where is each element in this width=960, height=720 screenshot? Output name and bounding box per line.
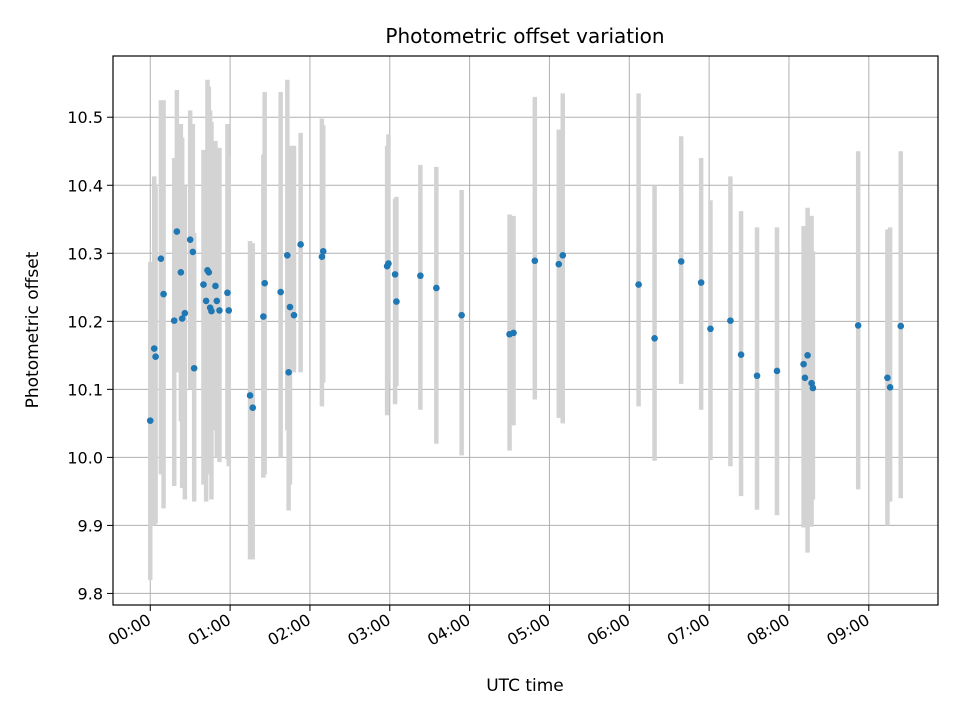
plot-frame xyxy=(112,55,939,606)
y-tick-label: 10.3 xyxy=(67,244,103,263)
data-point xyxy=(559,252,567,259)
data-point xyxy=(319,247,327,255)
data-point xyxy=(297,241,304,248)
data-point xyxy=(205,269,213,276)
data-point xyxy=(216,307,223,314)
data-point xyxy=(246,392,254,399)
data-point xyxy=(897,322,905,330)
data-point xyxy=(391,271,399,278)
data-point xyxy=(707,325,714,333)
x-axis-label: UTC time xyxy=(486,676,564,696)
data-point xyxy=(886,384,894,391)
y-tick-label: 10.5 xyxy=(67,108,103,127)
data-point xyxy=(213,297,221,305)
data-point xyxy=(277,288,284,296)
data-point xyxy=(208,307,215,315)
data-point xyxy=(260,313,267,320)
data-point xyxy=(284,252,291,259)
data-point xyxy=(385,260,392,267)
data-point xyxy=(157,255,165,263)
data-point xyxy=(737,351,745,358)
data-point xyxy=(224,289,231,297)
data-point xyxy=(173,228,181,235)
y-tick-label: 10.4 xyxy=(67,176,103,195)
data-point xyxy=(677,258,685,265)
chart-title: Photometric offset variation xyxy=(385,24,664,48)
data-point xyxy=(286,303,294,311)
data-point xyxy=(178,315,186,322)
data-point xyxy=(150,345,158,352)
data-point xyxy=(801,374,809,382)
data-point xyxy=(753,372,761,380)
data-points xyxy=(146,228,905,424)
data-point xyxy=(727,317,734,324)
data-point xyxy=(458,311,465,319)
data-point xyxy=(146,417,154,424)
data-point xyxy=(773,367,781,375)
data-point xyxy=(249,404,257,412)
data-point xyxy=(189,248,197,256)
data-point xyxy=(202,297,210,305)
data-point xyxy=(181,309,189,317)
data-point xyxy=(884,374,891,382)
data-point xyxy=(433,284,440,292)
data-point xyxy=(635,281,642,288)
y-tick-label: 10.0 xyxy=(67,448,103,467)
y-tick-label: 9.9 xyxy=(78,516,103,535)
data-point xyxy=(804,352,811,359)
data-point xyxy=(152,353,159,360)
data-point xyxy=(531,257,539,265)
data-point xyxy=(186,236,194,243)
data-point xyxy=(555,260,563,268)
data-point xyxy=(417,272,424,280)
data-point xyxy=(212,282,219,290)
data-point xyxy=(160,290,167,298)
data-point xyxy=(651,335,658,342)
y-tick-label: 9.8 xyxy=(78,584,103,603)
data-point xyxy=(290,311,298,319)
data-point xyxy=(318,253,326,260)
data-point xyxy=(225,307,233,314)
data-point xyxy=(190,364,198,372)
data-point xyxy=(800,360,807,368)
data-point xyxy=(393,298,400,305)
data-point xyxy=(200,281,207,288)
y-axis-label: Photometric offset xyxy=(23,251,43,408)
data-point xyxy=(697,279,705,286)
data-point xyxy=(170,317,178,324)
data-point xyxy=(261,279,268,287)
y-axis-ticks: 9.8 9.9 10.0 10.1 10.2 10.3 10.4 10.5 xyxy=(67,108,113,603)
data-point xyxy=(809,384,817,392)
data-point xyxy=(285,369,292,376)
data-point xyxy=(510,329,517,337)
data-point xyxy=(854,322,862,329)
y-tick-label: 10.1 xyxy=(67,380,103,399)
y-tick-label: 10.2 xyxy=(67,312,103,331)
data-point xyxy=(177,269,185,276)
